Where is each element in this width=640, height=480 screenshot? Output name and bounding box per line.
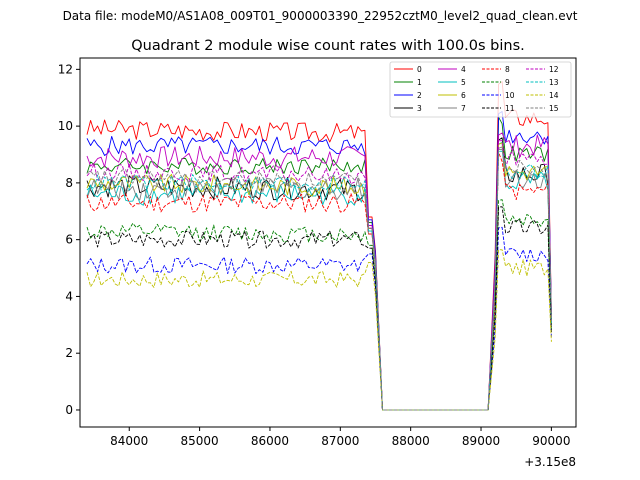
- chart-title: Quadrant 2 module wise count rates with …: [131, 38, 525, 54]
- legend-label-4: 4: [461, 65, 466, 74]
- x-tick-label: 87000: [321, 434, 359, 448]
- legend-label-7: 7: [461, 104, 466, 113]
- y-tick-label: 2: [65, 346, 73, 360]
- legend-label-5: 5: [461, 78, 466, 87]
- legend-label-14: 14: [549, 91, 559, 100]
- x-tick-label: 88000: [392, 434, 430, 448]
- figure-suptitle: Data file: modeM0/AS1A08_009T01_90000033…: [63, 9, 578, 23]
- y-tick-label: 0: [65, 403, 73, 417]
- y-tick-label: 8: [65, 176, 73, 190]
- x-axis: 84000 85000 86000 87000 88000 89000 90000: [110, 427, 570, 448]
- legend-label-13: 13: [549, 78, 559, 87]
- x-tick-label: 90000: [532, 434, 570, 448]
- y-tick-label: 4: [65, 289, 73, 303]
- series-layer: [86, 81, 552, 411]
- legend-label-8: 8: [505, 65, 510, 74]
- legend-label-0: 0: [417, 65, 422, 74]
- series-line-14: [86, 249, 552, 411]
- legend-label-2: 2: [417, 91, 422, 100]
- legend-label-9: 9: [505, 78, 510, 87]
- x-tick-label: 86000: [251, 434, 289, 448]
- plot-area: 84000 85000 86000 87000 88000 89000 90000 0 2 4 6…: [58, 57, 577, 469]
- x-axis-offset-label: +3.15e8: [524, 455, 576, 469]
- series-line-15: [86, 148, 552, 411]
- legend-label-1: 1: [417, 78, 422, 87]
- x-tick-label: 85000: [181, 434, 219, 448]
- y-tick-label: 12: [58, 62, 73, 76]
- legend-frame: [389, 61, 572, 118]
- legend-label-10: 10: [505, 91, 515, 100]
- y-axis: 0 2 4 6 8 10 12: [58, 62, 80, 417]
- x-tick-label: 89000: [462, 434, 500, 448]
- legend-label-12: 12: [549, 65, 559, 74]
- legend-label-6: 6: [461, 91, 466, 100]
- y-tick-label: 10: [58, 119, 73, 133]
- legend-label-11: 11: [505, 104, 515, 113]
- x-tick-label: 84000: [110, 434, 148, 448]
- axes-frame: [79, 57, 577, 428]
- legend-label-15: 15: [549, 104, 559, 113]
- y-tick-label: 6: [65, 233, 73, 247]
- legend-label-3: 3: [417, 104, 422, 113]
